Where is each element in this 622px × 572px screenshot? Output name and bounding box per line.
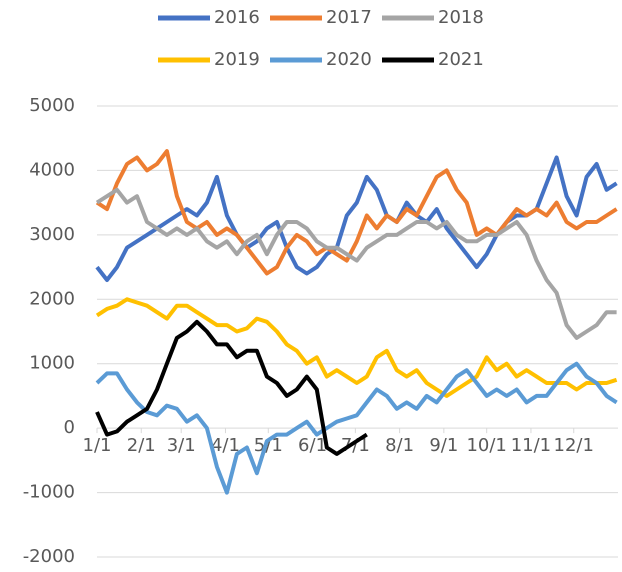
x-tick-label: 1/1 — [83, 435, 112, 456]
legend-label: 2021 — [438, 49, 484, 70]
legend-label: 2020 — [326, 49, 372, 70]
series-line — [95, 361, 618, 495]
series-line — [95, 297, 618, 398]
series-line — [95, 187, 617, 340]
legend-label: 2017 — [326, 7, 372, 28]
x-tick-label: 12/1 — [554, 435, 594, 456]
series-line — [95, 319, 368, 456]
x-tick-label: 9/1 — [429, 435, 458, 456]
y-tick-label: 5000 — [29, 95, 75, 116]
y-tick-label: 1000 — [29, 353, 75, 374]
y-tick-label: 0 — [64, 417, 75, 438]
x-tick-label: 11/1 — [511, 435, 551, 456]
x-tick-label: 4/1 — [211, 435, 240, 456]
y-tick-label: 2000 — [29, 288, 75, 309]
x-tick-label: 10/1 — [466, 435, 506, 456]
y-tick-label: -1000 — [23, 482, 75, 503]
y-tick-label: 4000 — [29, 159, 75, 180]
x-tick-label: 2/1 — [127, 435, 156, 456]
legend-label: 2016 — [214, 7, 260, 28]
legend-label: 2019 — [214, 49, 260, 70]
y-tick-label: 3000 — [29, 224, 75, 245]
x-tick-label: 7/1 — [341, 435, 370, 456]
x-tick-label: 8/1 — [385, 435, 414, 456]
x-tick-label: 6/1 — [298, 435, 327, 456]
x-tick-label: 3/1 — [167, 435, 196, 456]
series-line — [95, 149, 618, 276]
legend-label: 2018 — [438, 7, 484, 28]
x-tick-label: 5/1 — [254, 435, 283, 456]
y-tick-label: -2000 — [23, 546, 75, 567]
